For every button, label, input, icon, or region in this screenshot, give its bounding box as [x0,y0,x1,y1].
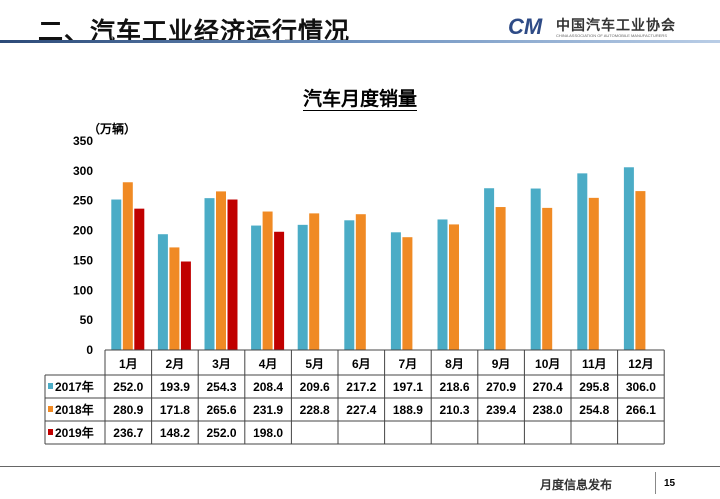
bar-2017年-7月 [390,232,401,350]
bar-2018年-12月 [635,191,646,350]
legend-label: 2019年 [55,425,94,440]
data-table-cell: 231.9 [253,403,283,417]
y-axis-unit: （万辆） [88,122,137,136]
data-table-cell: 254.3 [206,380,236,394]
bar-2019年-2月 [180,261,191,350]
bar-2017年-6月 [344,220,355,350]
x-tick-label: 6月 [352,357,371,371]
data-table-cell: 252.0 [113,380,143,394]
chart-title-text: 汽车月度销量 [302,89,417,111]
data-table-cell: 238.0 [533,403,563,417]
bar-2017年-8月 [437,219,448,350]
y-tick-label: 300 [73,164,93,178]
data-table-cell: 295.8 [579,380,609,394]
bar-2018年-9月 [495,207,506,350]
bar-2017年-10月 [530,188,541,350]
bar-2018年-5月 [309,213,320,350]
bar-2018年-4月 [262,211,273,350]
data-table-cell: 193.9 [160,380,190,394]
bar-2018年-8月 [449,224,459,350]
bar-2018年-10月 [542,207,553,350]
legend-label: 2017年 [55,379,94,394]
data-table-cell: 280.9 [113,403,143,417]
x-tick-label: 5月 [305,357,324,371]
y-tick-label: 250 [73,194,93,208]
data-table-cell: 239.4 [486,403,516,417]
x-tick-label: 8月 [445,357,464,371]
legend-swatch-2018年 [48,406,53,412]
x-tick-label: 9月 [492,357,511,371]
data-table-cell: 209.6 [300,380,330,394]
footer-text: 月度信息发布 [540,478,613,492]
data-table-cell: 218.6 [439,380,469,394]
x-tick-label: 10月 [535,357,560,371]
x-tick-label: 3月 [212,357,231,371]
data-table-cell: 217.2 [346,380,376,394]
legend-label: 2018年 [55,402,94,417]
bar-2017年-11月 [577,173,588,350]
bar-2017年-3月 [204,198,215,350]
bar-2018年-1月 [122,182,133,350]
footer-separator [655,472,656,494]
data-table-cell: 148.2 [160,426,190,440]
data-table-cell: 265.6 [206,403,236,417]
y-tick-label: 350 [73,134,93,148]
bar-2018年-2月 [169,247,180,350]
bar-2018年-7月 [402,237,413,350]
bar-2019年-1月 [134,208,145,350]
bar-2017年-9月 [484,188,495,350]
legend-swatch-2019年 [48,429,53,435]
y-tick-label: 50 [80,313,94,327]
data-table-cell: 236.7 [113,426,143,440]
x-tick-label: 1月 [119,357,138,371]
footer-divider [0,466,720,467]
data-table-cell: 270.9 [486,380,516,394]
data-table-cell: 198.0 [253,426,283,440]
bar-2019年-3月 [227,199,238,350]
data-table-cell: 270.4 [533,380,563,394]
x-tick-label: 2月 [166,357,185,371]
y-tick-label: 0 [86,343,93,357]
data-table-cell: 197.1 [393,380,423,394]
data-table-cell: 266.1 [626,403,656,417]
data-table-cell: 227.4 [346,403,376,417]
data-table-cell: 254.8 [579,403,609,417]
caam-logo: CM 中国汽车工业协会 CHINA ASSOCIATION OF AUTOMOB… [508,14,698,40]
bar-2018年-6月 [355,214,366,350]
data-table-cell: 208.4 [253,380,283,394]
bar-2017年-12月 [623,167,634,350]
y-tick-label: 150 [73,253,93,267]
x-tick-label: 11月 [582,357,607,371]
bar-2017年-4月 [251,225,262,350]
x-tick-label: 12月 [628,357,653,371]
bar-2017年-5月 [297,224,308,350]
legend-swatch-2017年 [48,383,53,389]
bar-2018年-11月 [588,197,599,350]
x-tick-label: 4月 [259,357,278,371]
logo-cn: 中国汽车工业协会 [556,17,676,33]
page-number: 15 [664,478,676,489]
chart-title: 汽车月度销量 [0,84,720,111]
logo-en: CHINA ASSOCIATION OF AUTOMOBILE MANUFACT… [556,33,667,38]
data-table-cell: 306.0 [626,380,656,394]
data-table-cell: 188.9 [393,403,423,417]
bar-2017年-1月 [111,199,122,350]
data-table-cell: 210.3 [439,403,469,417]
data-table-cell: 228.8 [300,403,330,417]
y-tick-label: 200 [73,224,93,238]
logo-mark: CM [508,14,543,39]
bar-2019年-4月 [274,231,285,350]
bar-2018年-3月 [216,191,226,350]
header-divider [0,40,720,43]
data-table-cell: 252.0 [206,426,236,440]
data-table-cell: 171.8 [160,403,190,417]
bar-2017年-2月 [157,234,168,350]
y-tick-label: 100 [73,283,93,297]
x-tick-label: 7月 [399,357,418,371]
